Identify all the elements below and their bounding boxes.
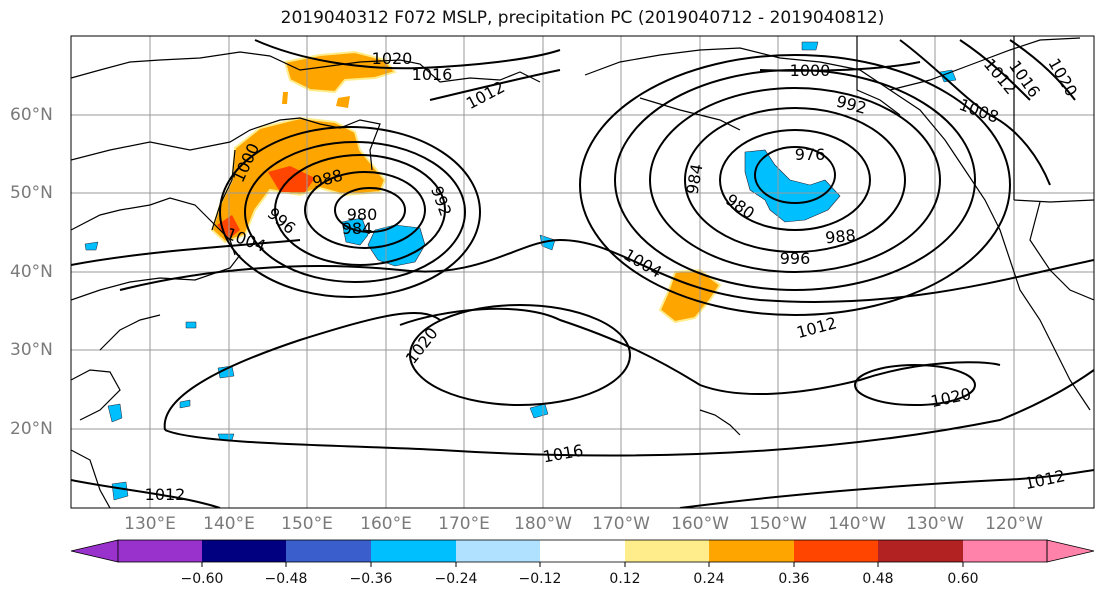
- lon-label: 170°E: [438, 514, 490, 534]
- lon-label: 120°W: [985, 514, 1043, 534]
- graticule: [71, 36, 1094, 508]
- isobar-label: 976: [795, 145, 826, 164]
- colorbar-tick-label: 0.24: [693, 571, 725, 587]
- colorbar-segment: [371, 540, 456, 562]
- colorbar-segment: [286, 540, 371, 562]
- colorbar-tick-label: 0.12: [609, 571, 641, 587]
- isobars: [71, 39, 1094, 508]
- isobar-label: 980: [347, 205, 378, 224]
- lon-label: 160°W: [671, 514, 729, 534]
- colorbar-high-extend: [1046, 539, 1095, 563]
- colorbar-tick-label: 0.60: [947, 571, 979, 587]
- colorbar-tick-label: 0.36: [778, 571, 810, 587]
- colorbar-segment: [118, 540, 202, 562]
- lat-label: 50°N: [10, 183, 53, 203]
- lon-label: 150°W: [749, 514, 807, 534]
- isobar-label: 996: [780, 249, 811, 268]
- colorbar-segment: [709, 540, 794, 562]
- colorbar-tick-label: 0.48: [862, 571, 894, 587]
- colorbar-segment: [540, 540, 625, 562]
- lat-label: 20°N: [10, 419, 53, 439]
- colorbar-segment: [456, 540, 540, 562]
- isobar-label: 1020: [372, 49, 413, 68]
- isobar-label: 1012: [145, 485, 186, 504]
- map-title: 2019040312 F072 MSLP, precipitation PC (…: [280, 8, 885, 28]
- colorbar-segment: [625, 540, 709, 562]
- lon-label: 160°E: [360, 514, 412, 534]
- lon-label: 150°E: [281, 514, 333, 534]
- plot-frame: [70, 35, 1095, 509]
- lon-label: 130°W: [906, 514, 964, 534]
- colorbar-segment: [878, 540, 963, 562]
- colorbar-low-extend: [70, 539, 119, 563]
- isobar-label: 984: [342, 219, 373, 238]
- lat-label: 60°N: [10, 105, 53, 125]
- colorbar-segment: [963, 540, 1047, 562]
- colorbar-tick-label: −0.48: [264, 571, 308, 587]
- colorbar-tick-label: −0.36: [349, 571, 393, 587]
- colorbar-tick-label: −0.12: [518, 571, 562, 587]
- lon-label: 140°W: [828, 514, 886, 534]
- colorbar-segment: [202, 540, 286, 562]
- lon-label: 180°W: [514, 514, 572, 534]
- lon-label: 140°E: [203, 514, 255, 534]
- colorbar-segment: [794, 540, 878, 562]
- lon-label: 170°W: [592, 514, 650, 534]
- isobar-label: 988: [824, 226, 856, 248]
- lat-label: 30°N: [10, 340, 53, 360]
- colorbar-tick-label: −0.60: [180, 571, 224, 587]
- isobar-label: 1000: [790, 61, 831, 80]
- colorbar: [70, 539, 1095, 567]
- lon-label: 130°E: [124, 514, 176, 534]
- isobar-label: 1016: [412, 65, 453, 84]
- lat-label: 40°N: [10, 262, 53, 282]
- colorbar-tick-label: −0.24: [434, 571, 478, 587]
